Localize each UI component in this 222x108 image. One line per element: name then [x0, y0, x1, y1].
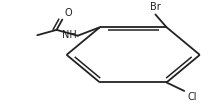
Text: Br: Br	[150, 2, 161, 12]
Text: NH: NH	[62, 30, 77, 40]
Text: Cl: Cl	[188, 92, 197, 102]
Text: O: O	[65, 8, 72, 18]
